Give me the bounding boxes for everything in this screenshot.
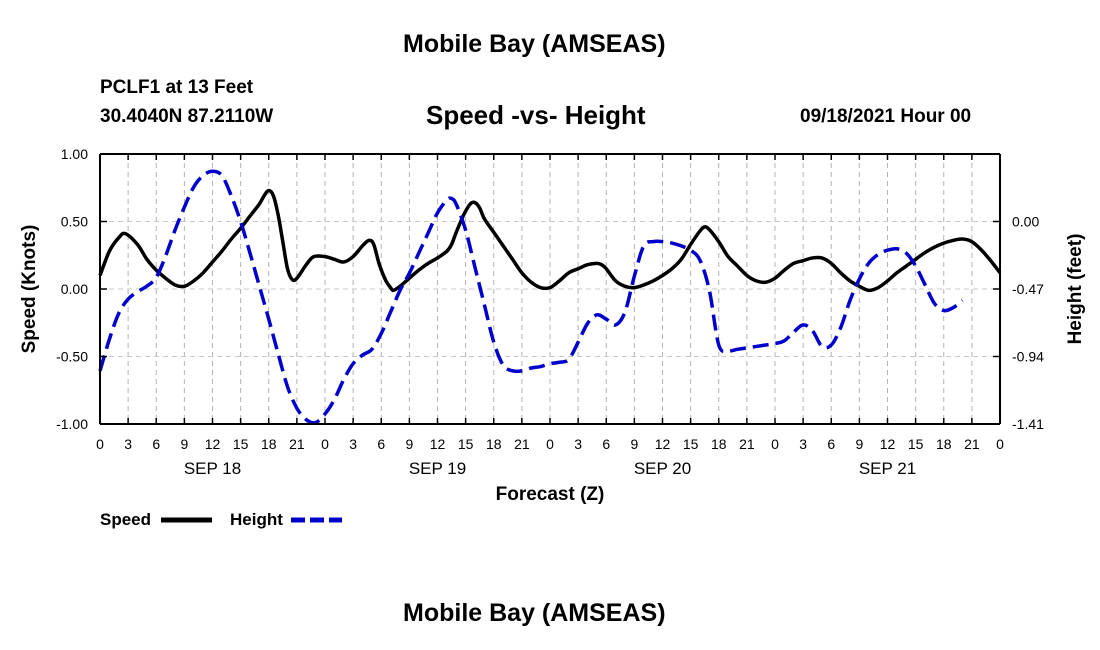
x-tick-label: 18 (711, 436, 727, 452)
y2-tick-label: -1.41 (1012, 416, 1044, 432)
series (98, 169, 1002, 425)
x-tick-label: 0 (321, 436, 329, 452)
y-tick-label: 1.00 (61, 146, 88, 162)
x-tick-label: 0 (996, 436, 1004, 452)
chart-title-bottom: Mobile Bay (AMSEAS) (403, 599, 666, 627)
axes (99, 153, 1001, 425)
x-tick-label: 9 (630, 436, 638, 452)
x-tick-label: 9 (855, 436, 863, 452)
x-tick-label: 18 (261, 436, 277, 452)
x-tick-label: 15 (458, 436, 474, 452)
x-axis-label: Forecast (Z) (496, 484, 605, 505)
x-tick-label: 18 (936, 436, 952, 452)
y2-tick-label: -0.47 (1012, 281, 1044, 297)
x-tick-label: 3 (799, 436, 807, 452)
plot-title: Speed -vs- Height (426, 100, 646, 130)
legend-speed-label: Speed (100, 510, 151, 529)
station-name: PCLF1 at 13 Feet (100, 77, 254, 98)
x-tick-label: 12 (655, 436, 671, 452)
y-tick-label: -1.00 (56, 416, 88, 432)
y2-tick-label: -0.94 (1012, 349, 1044, 365)
x-tick-label: 0 (771, 436, 779, 452)
y-axis-label: Speed (Knots) (19, 225, 40, 354)
x-tick-label: 9 (405, 436, 413, 452)
day-label: SEP 21 (859, 459, 916, 478)
day-label: SEP 19 (409, 459, 466, 478)
legend: Speed Height (100, 510, 342, 529)
x-tick-label: 15 (233, 436, 249, 452)
y-tick-label: 0.50 (61, 214, 88, 230)
day-label: SEP 20 (634, 459, 691, 478)
x-tick-label: 3 (574, 436, 582, 452)
series-line-height (98, 169, 964, 425)
x-tick-label: 3 (349, 436, 357, 452)
x-tick-label: 12 (880, 436, 896, 452)
x-tick-label: 18 (486, 436, 502, 452)
x-tick-label: 6 (602, 436, 610, 452)
day-label: SEP 18 (184, 459, 241, 478)
x-tick-label: 9 (180, 436, 188, 452)
y2-tick-label: 0.00 (1012, 214, 1039, 230)
x-tick-label: 15 (683, 436, 699, 452)
x-tick-label: 21 (739, 436, 755, 452)
x-tick-label: 6 (377, 436, 385, 452)
forecast-datetime: 09/18/2021 Hour 00 (800, 106, 972, 127)
x-tick-label: 15 (908, 436, 924, 452)
series-line-speed (98, 188, 1002, 293)
x-tick-label: 0 (546, 436, 554, 452)
y-tick-label: 0.00 (61, 281, 88, 297)
x-tick-label: 6 (152, 436, 160, 452)
legend-height-label: Height (230, 510, 283, 529)
x-tick-label: 12 (430, 436, 446, 452)
y2-axis-label: Height (feet) (1065, 234, 1086, 345)
chart-title-top: Mobile Bay (AMSEAS) (403, 30, 666, 58)
x-tick-label: 21 (289, 436, 305, 452)
x-tick-label: 21 (964, 436, 980, 452)
tick-labels: 0 3 6 9 12 15 18 21 0 3 6 9 12 15 18 21 0 3 6 9 12 15 18 21 0 3 6 9… (56, 146, 1044, 478)
station-coords: 30.4040N 87.2110W (100, 106, 274, 127)
y-tick-label: -0.50 (56, 349, 88, 365)
x-tick-label: 12 (205, 436, 221, 452)
x-tick-label: 0 (96, 436, 104, 452)
x-tick-label: 21 (514, 436, 530, 452)
x-tick-label: 6 (827, 436, 835, 452)
x-tick-label: 3 (124, 436, 132, 452)
